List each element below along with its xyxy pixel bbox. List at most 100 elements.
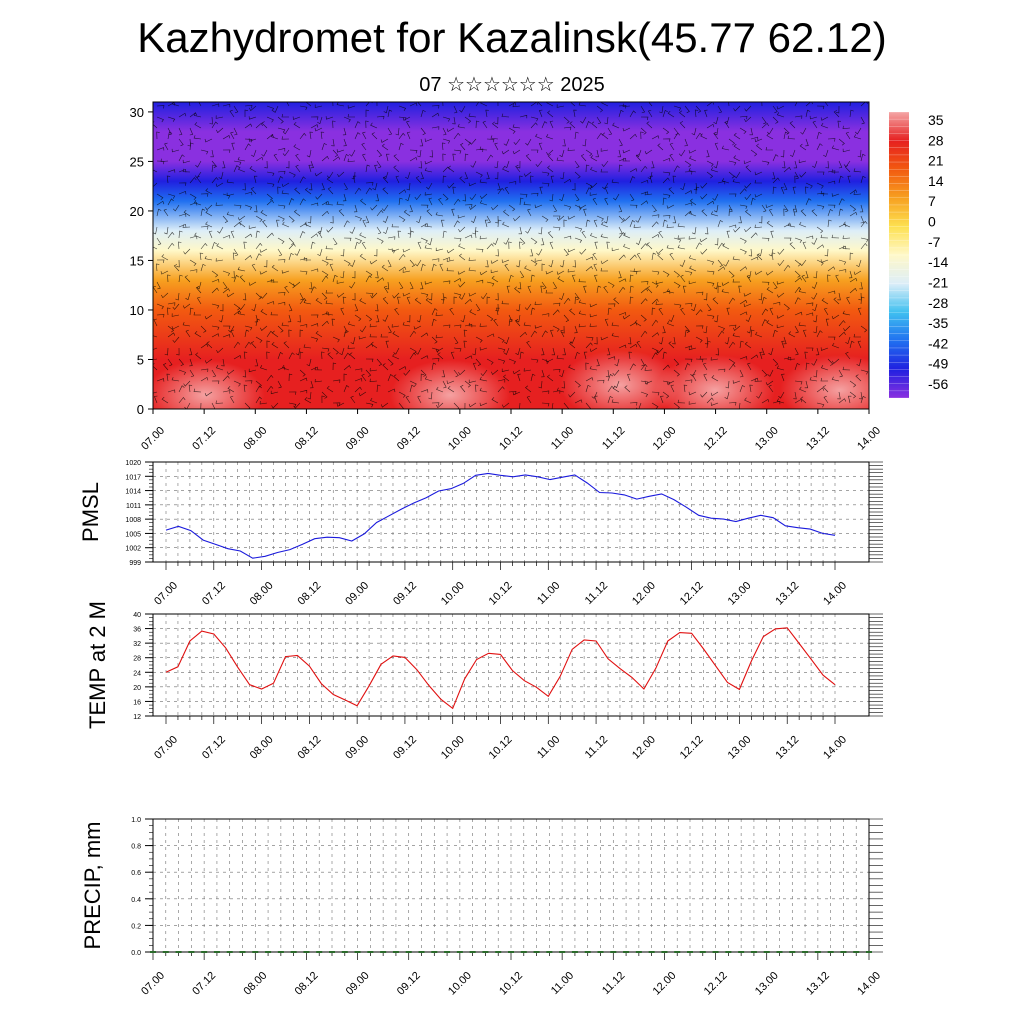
wind-barb bbox=[585, 121, 592, 129]
wind-barb bbox=[395, 175, 400, 184]
wind-barb bbox=[706, 303, 712, 312]
wind-barb bbox=[585, 402, 591, 409]
wind-barb bbox=[359, 298, 367, 305]
wind-barb bbox=[156, 105, 165, 109]
wind-barb bbox=[793, 208, 797, 217]
wind-barb bbox=[299, 351, 304, 360]
wind-barb bbox=[838, 198, 845, 206]
wind-barb bbox=[750, 232, 758, 239]
wind-barb bbox=[756, 391, 763, 399]
wind-barb bbox=[646, 121, 653, 129]
wind-barb bbox=[717, 180, 726, 185]
wind-barb bbox=[365, 275, 372, 283]
wind-barb bbox=[442, 175, 447, 184]
wind-barb bbox=[436, 386, 444, 393]
wind-barb bbox=[215, 202, 224, 206]
wind-barb bbox=[178, 168, 187, 173]
wind-barb bbox=[694, 109, 699, 118]
wind-barb bbox=[405, 171, 411, 180]
wind-barb bbox=[688, 346, 697, 351]
wind-barb bbox=[552, 368, 561, 373]
wind-barb bbox=[860, 116, 865, 125]
wind-barb bbox=[783, 264, 791, 272]
wind-barb bbox=[747, 362, 752, 371]
wind-barb bbox=[431, 258, 440, 262]
wind-barb bbox=[541, 313, 550, 317]
y-tick-label: 1020 bbox=[125, 460, 141, 467]
wind-barb bbox=[402, 248, 411, 253]
wind-barb bbox=[799, 221, 807, 228]
wind-barb bbox=[783, 303, 790, 311]
wind-barb bbox=[354, 386, 362, 393]
wind-barb bbox=[398, 197, 403, 206]
wind-barb bbox=[831, 193, 840, 197]
wind-barb bbox=[244, 233, 253, 239]
wind-barb bbox=[530, 358, 539, 363]
wind-barb bbox=[612, 122, 620, 129]
wind-barb bbox=[503, 374, 510, 382]
wind-barb bbox=[255, 215, 263, 223]
wind-barb bbox=[361, 373, 367, 382]
wind-barb bbox=[589, 303, 598, 308]
wind-barb bbox=[673, 105, 682, 111]
wind-barb bbox=[458, 281, 466, 288]
wind-barb bbox=[332, 362, 337, 371]
wind-barb bbox=[672, 336, 676, 345]
x-tick-label: 11.12 bbox=[600, 970, 627, 997]
wind-barb bbox=[781, 340, 785, 349]
wind-barb bbox=[452, 116, 456, 125]
wind-barb bbox=[230, 230, 235, 239]
wind-barb bbox=[794, 297, 801, 305]
wind-barb bbox=[387, 358, 394, 366]
wind-barb bbox=[244, 402, 251, 409]
wind-barb bbox=[349, 226, 356, 234]
wind-barb bbox=[453, 369, 459, 378]
wind-barb bbox=[789, 149, 796, 158]
x-tick-label: 09.00 bbox=[344, 425, 372, 453]
wind-barb bbox=[230, 131, 235, 140]
wind-barb bbox=[184, 402, 191, 409]
wind-barb bbox=[231, 142, 235, 151]
wind-barb bbox=[827, 219, 832, 228]
wind-barb bbox=[340, 307, 345, 316]
wind-barb bbox=[494, 160, 499, 169]
wind-barb bbox=[449, 307, 455, 316]
wind-barb bbox=[524, 265, 532, 272]
wind-barb bbox=[563, 297, 571, 305]
wind-barb bbox=[552, 325, 560, 332]
wind-barb bbox=[176, 259, 180, 268]
wind-barb bbox=[677, 244, 686, 250]
wind-barb bbox=[431, 308, 438, 316]
wind-barb bbox=[745, 314, 752, 322]
wind-barb bbox=[783, 204, 789, 213]
wind-barb bbox=[672, 215, 677, 224]
wind-barb bbox=[733, 171, 741, 179]
wind-barb bbox=[182, 303, 191, 309]
wind-barb bbox=[596, 285, 602, 294]
wind-barb bbox=[490, 259, 499, 264]
wind-barb bbox=[573, 109, 577, 118]
wind-barb bbox=[679, 110, 686, 118]
wind-barb bbox=[603, 285, 609, 294]
wind-barb bbox=[479, 270, 488, 276]
wind-barb bbox=[446, 127, 455, 132]
wind-barb bbox=[503, 336, 510, 345]
wind-barb bbox=[233, 204, 242, 209]
wind-barb bbox=[732, 178, 741, 184]
wind-barb bbox=[453, 237, 462, 242]
wind-barb bbox=[758, 292, 763, 301]
wind-barb bbox=[244, 123, 253, 129]
wind-barb bbox=[370, 341, 378, 349]
wind-barb bbox=[178, 154, 185, 162]
wind-barb bbox=[666, 380, 675, 385]
wind-barb bbox=[647, 109, 653, 118]
wind-barb bbox=[745, 209, 752, 217]
warm-cell bbox=[560, 350, 680, 409]
wind-barb bbox=[627, 373, 631, 382]
wind-barb bbox=[282, 127, 290, 135]
wind-barb bbox=[589, 347, 598, 353]
wind-barb bbox=[860, 237, 869, 243]
wind-barb bbox=[464, 234, 473, 239]
wind-barb bbox=[464, 204, 473, 208]
wind-barb bbox=[813, 325, 818, 334]
